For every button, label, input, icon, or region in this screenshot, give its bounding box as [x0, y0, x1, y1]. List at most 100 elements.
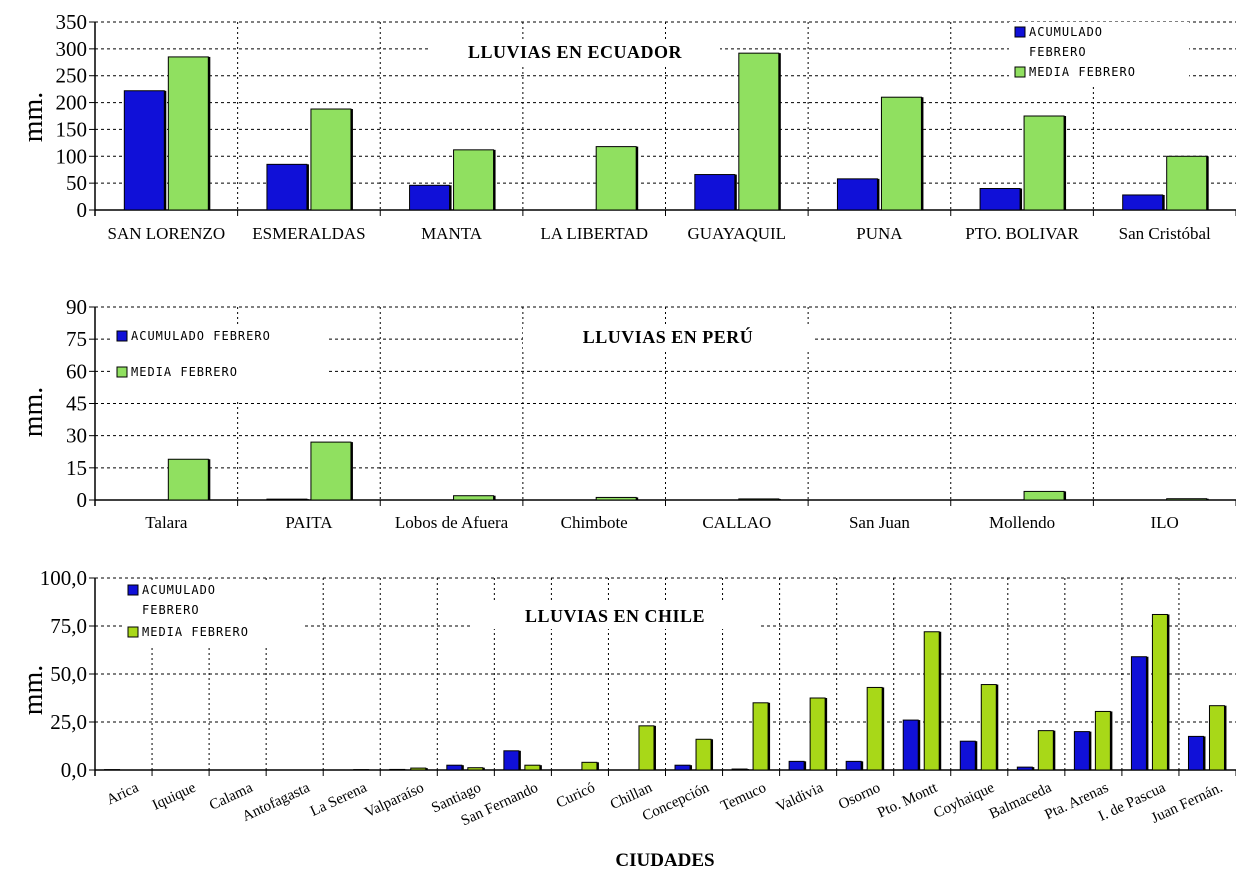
bar-acumulado-balmaceda	[1016, 766, 1033, 771]
bar-media-san-crist-bal	[1166, 155, 1208, 211]
bar-media-chimbote	[595, 496, 637, 501]
y-tick-label: 0	[77, 198, 88, 222]
title-background	[470, 603, 760, 629]
bar-acumulado-san-crist-bal	[1122, 194, 1164, 211]
legend-label: ACUMULADO	[1029, 25, 1103, 39]
bar-media-temuco	[752, 702, 769, 771]
bar-media-ilo	[1166, 498, 1208, 501]
y-tick-label: 100	[56, 144, 88, 168]
y-tick-label: 75,0	[50, 614, 87, 638]
x-category-label: MANTA	[421, 224, 483, 243]
y-tick-label: 90	[66, 295, 87, 319]
bar-media-pto-bolivar	[1023, 115, 1065, 211]
chart-title: LLUVIAS EN PERÚ	[583, 326, 754, 347]
legend-label: FEBRERO	[1029, 45, 1087, 59]
x-category-label: ILO	[1151, 513, 1179, 532]
bar-media-san-lorenzo	[167, 56, 209, 211]
bar-acumulado-pta-arenas	[1073, 731, 1090, 771]
x-category-label: PAITA	[285, 513, 333, 532]
x-category-label: PUNA	[856, 224, 903, 243]
bar-acumulado-juan-fern-n-	[1187, 735, 1204, 771]
bar-acumulado-pto-montt	[902, 719, 919, 771]
x-category-label: San Juan	[849, 513, 910, 532]
chart-title: LLUVIAS EN ECUADOR	[468, 42, 683, 62]
bar-media-valdivia	[809, 697, 826, 771]
bar-acumulado-san-fernando	[503, 750, 520, 771]
x-category-label: Coyhaique	[931, 780, 997, 822]
legend-swatch-acumulado	[116, 330, 128, 342]
chart-title-group: LLUVIAS EN CHILE	[470, 603, 760, 629]
x-category-label: Curicó	[554, 780, 598, 812]
bar-media-osorno	[866, 686, 883, 771]
chart-peru: 0 15 30 45 60 75 90 Talara PAITA Lobos de Afuera C…	[18, 295, 1236, 532]
bar-acumulado-osorno	[845, 760, 862, 771]
y-tick-label: 150	[56, 117, 88, 141]
legend-background	[1009, 22, 1189, 86]
bar-media-curic-	[581, 761, 598, 771]
y-tick-label: 25,0	[50, 710, 87, 734]
title-background	[523, 324, 813, 350]
bar-media-valpara-so	[410, 767, 427, 771]
x-category-label: SAN LORENZO	[108, 224, 226, 243]
bar-media-mollendo	[1023, 490, 1065, 501]
x-axis-title: CIUDADES	[615, 850, 714, 870]
x-category-label: San Cristóbal	[1119, 224, 1211, 243]
legend: ACUMULADO FEBRERO MEDIA FEBRERO	[111, 326, 329, 402]
bar-acumulado-san-lorenzo	[123, 90, 165, 211]
y-axis-title: mm.	[18, 387, 49, 438]
bar-media-puna	[880, 96, 922, 211]
bar-media-concepci-n	[695, 738, 712, 771]
bar-media-pta-arenas	[1094, 710, 1111, 771]
legend-background	[122, 580, 302, 648]
x-category-label: Valdivia	[774, 780, 826, 816]
y-axis-title: mm.	[18, 665, 49, 716]
bar-media-coyhaique	[980, 684, 997, 771]
bar-acumulado-santiago	[446, 764, 463, 771]
legend-swatch-media	[1014, 66, 1026, 78]
y-tick-label: 0	[77, 488, 88, 512]
legend: ACUMULADO FEBRERO MEDIA FEBRERO	[122, 580, 302, 648]
legend-label: MEDIA FEBRERO	[1029, 65, 1136, 79]
bar-acumulado-puna	[836, 178, 878, 211]
x-category-label: Lobos de Afuera	[395, 513, 509, 532]
bar-media-esmeraldas	[310, 108, 352, 211]
legend-label: ACUMULADO	[142, 583, 216, 597]
bar-media-manta	[453, 149, 495, 211]
bar-acumulado-coyhaique	[959, 740, 976, 771]
x-category-label: Valparaíso	[362, 780, 426, 821]
x-category-label: Chimbote	[561, 513, 628, 532]
legend-swatch-media	[116, 366, 128, 378]
x-category-label: Temuco	[718, 780, 768, 815]
bar-media-san-fernando	[524, 764, 541, 771]
y-tick-label: 50,0	[50, 662, 87, 686]
title-background	[430, 39, 720, 65]
legend-swatch-acumulado	[127, 584, 139, 596]
bar-media-i-de-pascua	[1151, 613, 1168, 771]
bar-media-lobos-de-afuera	[453, 495, 495, 501]
y-tick-label: 60	[66, 359, 87, 383]
chart-title-group: LLUVIAS EN PERÚ	[523, 324, 813, 350]
y-tick-label: 350	[56, 10, 88, 34]
bar-media-santiago	[467, 767, 484, 771]
bar-media-la-libertad	[595, 146, 637, 211]
x-category-label: Pto. Montt	[875, 779, 941, 821]
bar-acumulado-paita	[266, 498, 308, 501]
y-axis-title: mm.	[18, 92, 49, 143]
x-category-label: PTO. BOLIVAR	[965, 224, 1079, 243]
chart-title-group: LLUVIAS EN ECUADOR	[430, 39, 720, 65]
bar-acumulado-pto-bolivar	[979, 188, 1021, 211]
bar-acumulado-temuco	[731, 768, 748, 771]
y-tick-label: 50	[66, 171, 87, 195]
y-tick-label: 45	[66, 392, 87, 416]
x-category-label: Iquique	[150, 780, 199, 814]
x-category-label: LA LIBERTAD	[540, 224, 648, 243]
legend: ACUMULADO FEBRERO MEDIA FEBRERO	[1009, 22, 1189, 86]
bar-media-callao	[738, 498, 780, 501]
legend-label: ACUMULADO FEBRERO	[131, 329, 271, 343]
chart-title: LLUVIAS EN CHILE	[525, 606, 705, 626]
bar-acumulado-concepci-n	[674, 764, 691, 771]
x-category-label: GUAYAQUIL	[688, 224, 787, 243]
